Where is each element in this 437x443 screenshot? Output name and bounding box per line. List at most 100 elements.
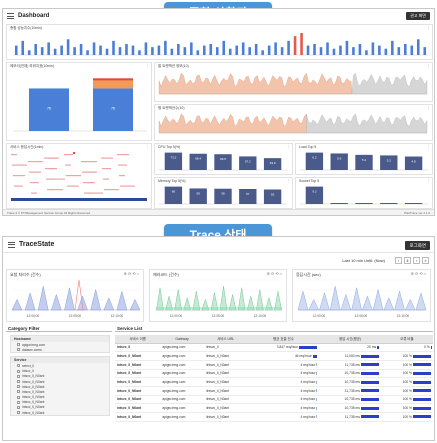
area-peak: [329, 286, 341, 311]
column-header[interactable]: Gateway: [160, 335, 204, 344]
response-scatter-chart: [11, 152, 147, 201]
table-row[interactable]: intsvc_ll_N0ant apigw.trmg.com/intsvc_ll_…: [115, 377, 433, 387]
next-page-button[interactable]: ›: [413, 257, 420, 264]
widget-title: 메모리(전체) 하위지표(10min): [10, 64, 55, 68]
filter-checkbox[interactable]: [17, 385, 20, 389]
avg-response-bar: [360, 389, 379, 393]
service-name: intsvc_ll: [115, 343, 161, 353]
table-row[interactable]: intsvc_ll_N0ant apigw.trmg.com/intsvc_ll_…: [115, 412, 433, 422]
x-tick-label: 12:10:00: [254, 314, 267, 318]
bar-value-label: 0.5: [337, 200, 342, 204]
last-page-button[interactable]: »: [422, 257, 429, 264]
category-filter-item[interactable]: intsvc_ll_N0ant: [11, 400, 109, 405]
column-header[interactable]: 응답 시간(평균): [319, 335, 381, 344]
category-filter-item[interactable]: intsvc_ll_N0ant: [11, 379, 109, 384]
table-row[interactable]: intsvc_ll_N0ant apigw.trmg.com/intsvc_ll_…: [115, 351, 433, 361]
dashboard-action-button[interactable]: 권고 화면: [406, 12, 430, 20]
table-row[interactable]: intsvc_ll_N0ant apigw.trmg.com/intsvc_ll_…: [115, 403, 433, 413]
category-filter-item[interactable]: intsvc_ll_N0ant: [11, 405, 109, 410]
bar: [319, 47, 323, 55]
chart-title: 에러코드 (건수): [153, 272, 179, 277]
bar: [215, 47, 219, 55]
avg-calls-bar: [312, 354, 318, 358]
filter-checkbox[interactable]: [17, 374, 20, 378]
trace-header: TraceState 로그화면: [3, 237, 434, 253]
column-header[interactable]: 서비스 URL: [203, 335, 248, 344]
bar-value-label: 5.2: [387, 158, 392, 162]
widget-cpu-top5: CPU Top 5(%) ⋮ 73.2 68.4 66.5 57.2 49.9: [154, 143, 293, 175]
requests-chart: 요청 처리수 (건수) ⊕⊖⟲⌂ 12:00:00 12:05:00 12:10:0…: [6, 269, 144, 322]
category-filter-item[interactable]: apigw.trmg.com: [11, 342, 109, 347]
category-filter-item[interactable]: intsvc_ll_N0ant: [11, 389, 109, 394]
category-section-header[interactable]: Service: [11, 357, 109, 364]
category-filter-item[interactable]: intsvc_ll_N0ant: [11, 410, 109, 415]
filter-checkbox[interactable]: [17, 405, 20, 409]
widget-menu-icon[interactable]: ⋮: [426, 145, 431, 149]
log-screen-button[interactable]: 로그화면: [405, 241, 430, 250]
filter-checkbox[interactable]: [17, 395, 20, 399]
bar: [202, 45, 206, 55]
chart-tools-icon[interactable]: ⊕⊖⟲⌂: [410, 271, 427, 276]
menu-icon[interactable]: [7, 13, 14, 19]
menu-icon[interactable]: [8, 241, 15, 248]
widget-load-top5: Load Top 5 ⋮ 6.2 5.9 5.4 5.2 4.8: [295, 143, 433, 175]
response-mark: [81, 161, 87, 163]
chart-tools-icon[interactable]: ⊕⊖⟲⌂: [266, 271, 283, 276]
filter-checkbox[interactable]: [17, 364, 20, 368]
column-header[interactable]: 오류 비율: [380, 335, 433, 344]
table-row[interactable]: intsvc_ll_N0ant apigw.trmg.com/intsvc_ll_…: [115, 369, 433, 379]
filter-checkbox[interactable]: [17, 400, 20, 404]
filter-checkbox[interactable]: [17, 380, 20, 384]
widget-menu-icon[interactable]: ⋮: [426, 106, 431, 110]
x-tick-label: 12:00:00: [27, 314, 40, 318]
bar-value-label: 57: [246, 192, 250, 196]
column-header[interactable]: 평균 호출 건수: [247, 335, 320, 344]
filter-checkbox[interactable]: [17, 369, 20, 373]
table-row[interactable]: intsvc_ll_N0ant apigw.trmg.com/intsvc_ll_…: [115, 360, 433, 370]
table-row[interactable]: intsvc_ll apigw.trmg.com/intsvc_ll 3,847 r…: [115, 343, 433, 353]
page-number[interactable]: 4: [404, 257, 411, 264]
area-peak: [129, 299, 141, 311]
bar: [293, 36, 297, 55]
x-tick-label: 12:05:00: [355, 314, 368, 318]
filter-checkbox[interactable]: [17, 390, 20, 394]
category-filter-item[interactable]: select_ll: [11, 363, 109, 368]
bar: [263, 158, 282, 170]
category-filter-item[interactable]: datasrc.cores: [11, 347, 109, 352]
category-filter-item[interactable]: intsvc_ll: [11, 369, 109, 374]
table-row[interactable]: intsvc_ll_N0ant apigw.trmg.com/intsvc_ll_…: [115, 395, 433, 405]
filter-checkbox[interactable]: [17, 348, 20, 352]
filter-checkbox[interactable]: [17, 411, 20, 415]
area-peak: [351, 287, 362, 311]
area-peak: [37, 286, 49, 311]
area-series-future: [351, 72, 428, 95]
x-tick-label: 12:00:00: [313, 314, 326, 318]
gateway: apigw.trmg.com: [160, 395, 204, 405]
filter-checkbox[interactable]: [17, 343, 20, 347]
category-section-header[interactable]: Hostname: [11, 336, 109, 342]
response-mark: [45, 168, 57, 170]
widget-menu-icon[interactable]: ⋮: [426, 26, 431, 30]
bar: [27, 50, 31, 55]
table-row[interactable]: intsvc_ll_N0ant apigw.trmg.com/intsvc_ll_…: [115, 386, 433, 396]
widget-menu-icon[interactable]: ⋮: [286, 179, 291, 183]
category-filter-item[interactable]: intsvc_ll_N0ant: [11, 374, 109, 379]
widget-menu-icon[interactable]: ⋮: [145, 64, 150, 68]
area-peak: [340, 293, 352, 311]
column-header[interactable]: 서비스 이름: [115, 335, 161, 344]
category-filter-item[interactable]: intsvc_ll_N0ant: [11, 395, 109, 400]
avg-calls: 4 req/hour: [247, 395, 320, 405]
widget-menu-icon[interactable]: ⋮: [426, 179, 431, 183]
bar: [118, 47, 122, 55]
widget-menu-icon[interactable]: ⋮: [286, 145, 291, 149]
bar: [196, 50, 200, 55]
filter-label: intsvc_ll_N0ant: [22, 384, 45, 389]
widget-menu-icon[interactable]: ⋮: [145, 145, 150, 149]
prev-page-button[interactable]: ‹: [395, 257, 402, 264]
widget-menu-icon[interactable]: ⋮: [426, 64, 431, 68]
response-mark: [14, 185, 23, 187]
area-peak: [210, 292, 219, 311]
chart-tools-icon[interactable]: ⊕⊖⟲⌂: [123, 271, 140, 276]
avg-response: 11,735 ms: [319, 360, 381, 370]
category-filter-item[interactable]: intsvc_ll_N0ant: [11, 384, 109, 389]
